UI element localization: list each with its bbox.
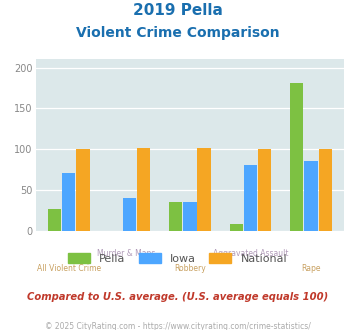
Text: 2019 Pella: 2019 Pella	[132, 3, 223, 18]
Bar	[244, 165, 257, 231]
Bar	[304, 161, 318, 231]
Bar	[319, 149, 332, 231]
Bar	[48, 209, 61, 231]
Text: © 2025 CityRating.com - https://www.cityrating.com/crime-statistics/: © 2025 CityRating.com - https://www.city…	[45, 322, 310, 330]
Bar	[290, 83, 304, 231]
Bar	[169, 202, 182, 231]
Legend: Pella, Iowa, National: Pella, Iowa, National	[64, 248, 291, 268]
Bar	[183, 202, 197, 231]
Text: Aggravated Assault: Aggravated Assault	[213, 249, 288, 258]
Bar	[62, 173, 76, 231]
Bar	[197, 148, 211, 231]
Bar	[123, 198, 136, 231]
Text: All Violent Crime: All Violent Crime	[37, 264, 101, 273]
Text: Rape: Rape	[301, 264, 321, 273]
Bar	[230, 224, 243, 231]
Bar	[137, 148, 150, 231]
Bar	[258, 149, 271, 231]
Text: Murder & Mans...: Murder & Mans...	[97, 249, 162, 258]
Text: Compared to U.S. average. (U.S. average equals 100): Compared to U.S. average. (U.S. average …	[27, 292, 328, 302]
Bar	[76, 149, 90, 231]
Text: Violent Crime Comparison: Violent Crime Comparison	[76, 26, 279, 40]
Text: Robbery: Robbery	[174, 264, 206, 273]
